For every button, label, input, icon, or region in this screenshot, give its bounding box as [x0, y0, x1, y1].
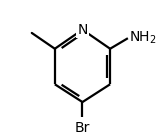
Text: N: N: [77, 23, 88, 37]
Text: Br: Br: [75, 121, 90, 135]
Text: NH$_2$: NH$_2$: [129, 30, 157, 46]
